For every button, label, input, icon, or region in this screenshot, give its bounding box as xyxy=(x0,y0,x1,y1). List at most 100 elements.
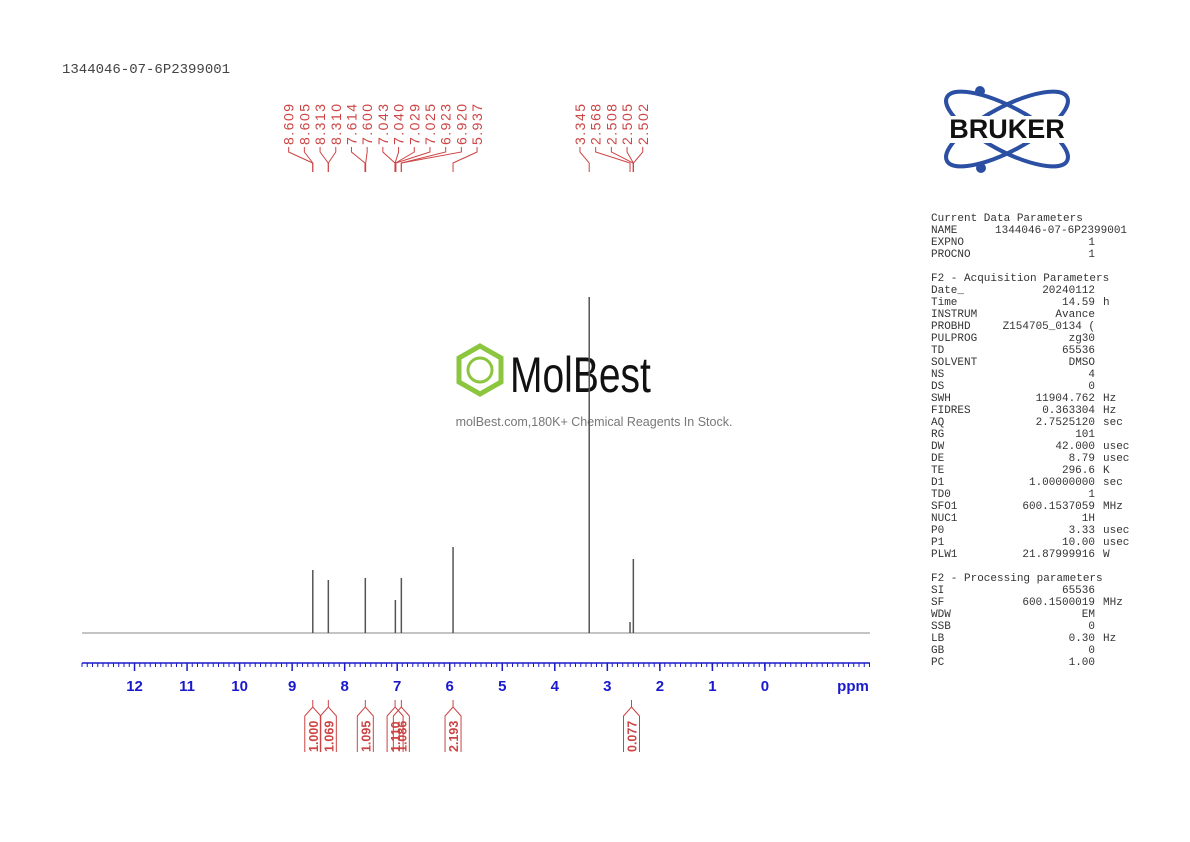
peak-label: 7.040 xyxy=(391,102,407,145)
param-key: AQ xyxy=(931,417,945,429)
peak-leader xyxy=(400,147,462,172)
integral-label: 1.000 xyxy=(307,721,321,752)
param-value: 65536 xyxy=(1062,585,1095,597)
param-value: 1 xyxy=(1088,249,1095,261)
peak-leader xyxy=(452,147,478,172)
param-key: INSTRUM xyxy=(931,309,977,321)
integral-bracket xyxy=(356,700,374,752)
integral-label: 1.069 xyxy=(322,721,336,752)
param-key: DS xyxy=(931,381,945,393)
watermark-ring xyxy=(466,356,494,384)
watermark-brand: MolBest xyxy=(510,346,651,403)
param-key: SI xyxy=(931,585,944,597)
param-value: 14.59 xyxy=(1062,297,1095,309)
param-key: TD xyxy=(931,345,945,357)
x-tick-label: 5 xyxy=(498,678,506,695)
param-value: 42.000 xyxy=(1055,441,1095,453)
integral-bracket xyxy=(444,700,462,752)
logo-dot xyxy=(976,163,986,173)
x-tick-label: 4 xyxy=(551,678,560,695)
x-tick-label: 8 xyxy=(340,678,348,695)
peak-label: 7.025 xyxy=(422,102,438,145)
x-tick-label: 3 xyxy=(603,678,611,695)
peak-label: 7.043 xyxy=(375,102,391,145)
param-unit: Hz xyxy=(1103,393,1116,405)
param-key: SF xyxy=(931,597,944,609)
peak-leader xyxy=(288,147,314,172)
param-value: 101 xyxy=(1075,429,1095,441)
peak-label: 8.313 xyxy=(312,102,328,145)
param-value: 0 xyxy=(1088,381,1095,393)
param-value: 21.87999916 xyxy=(1022,549,1095,561)
param-unit: MHz xyxy=(1103,501,1123,513)
bruker-logo: BRUKER xyxy=(924,86,1090,173)
param-value: 1.00000000 xyxy=(1029,477,1095,489)
watermark-hexagon xyxy=(456,343,504,397)
x-tick-label: 12 xyxy=(126,678,143,695)
param-key: P1 xyxy=(931,537,945,549)
param-value: 3.33 xyxy=(1069,525,1095,537)
peak-label: 8.605 xyxy=(296,102,312,145)
x-tick-label: 10 xyxy=(231,678,248,695)
watermark-tagline: molBest.com,180K+ Chemical Reagents In S… xyxy=(456,415,733,429)
integral-label: 1.095 xyxy=(359,721,373,752)
param-unit: K xyxy=(1103,465,1110,477)
param-section-title: F2 - Acquisition Parameters xyxy=(931,273,1109,285)
peak-leader xyxy=(579,147,590,172)
integral-label: 0.077 xyxy=(625,721,639,752)
param-value: EM xyxy=(1082,609,1095,621)
param-key: SSB xyxy=(931,621,951,633)
logo-backing xyxy=(924,116,1090,143)
sample-id: 1344046-07-6P2399001 xyxy=(62,62,230,78)
param-value: 0 xyxy=(1088,621,1095,633)
integral-label: 1.086 xyxy=(395,721,409,752)
param-unit: sec xyxy=(1103,477,1123,489)
peak-leader xyxy=(632,147,644,172)
peak-leader xyxy=(382,147,396,172)
peak-label: 3.345 xyxy=(572,102,588,145)
param-value: 0.363304 xyxy=(1042,405,1095,417)
logo-orbit xyxy=(944,89,1070,169)
param-value: 4 xyxy=(1088,369,1095,381)
param-unit: usec xyxy=(1103,441,1129,453)
param-value: 65536 xyxy=(1062,345,1095,357)
param-key: RG xyxy=(931,429,944,441)
param-value: 600.1500019 xyxy=(1022,597,1095,609)
param-key: NUC1 xyxy=(931,513,958,525)
peak-leader xyxy=(327,147,337,172)
peak-label: 8.609 xyxy=(281,102,297,145)
param-key: SFO1 xyxy=(931,501,958,513)
param-key: SOLVENT xyxy=(931,357,978,369)
param-value: 600.1537059 xyxy=(1022,501,1095,513)
peak-leader xyxy=(394,147,400,172)
peak-label: 2.502 xyxy=(635,102,651,145)
param-value: 1.00 xyxy=(1069,657,1095,669)
peak-label: 6.923 xyxy=(438,102,454,145)
peak-label: 2.505 xyxy=(619,102,635,145)
param-value: 8.79 xyxy=(1069,453,1095,465)
peak-leader xyxy=(395,147,431,172)
param-key: DE xyxy=(931,453,945,465)
param-key: FIDRES xyxy=(931,405,971,417)
peak-label: 2.508 xyxy=(603,102,619,145)
param-section-title: F2 - Processing parameters xyxy=(931,573,1103,585)
x-tick-label: 6 xyxy=(446,678,454,695)
param-key: NS xyxy=(931,369,945,381)
param-key: D1 xyxy=(931,477,945,489)
param-value: Z154705_0134 ( xyxy=(1003,321,1095,333)
param-unit: Hz xyxy=(1103,633,1116,645)
param-value: 1 xyxy=(1088,489,1095,501)
param-key: DW xyxy=(931,441,945,453)
peak-leader xyxy=(595,147,631,172)
integral-bracket xyxy=(622,700,640,752)
param-key: GB xyxy=(931,645,945,657)
integral-bracket xyxy=(392,700,410,752)
peak-leader xyxy=(365,147,368,172)
param-key: PULPROG xyxy=(931,333,977,345)
x-axis-label: ppm xyxy=(837,678,869,695)
integral-bracket xyxy=(386,700,404,752)
logo-text: BRUKER xyxy=(949,114,1065,144)
param-unit: usec xyxy=(1103,453,1129,465)
